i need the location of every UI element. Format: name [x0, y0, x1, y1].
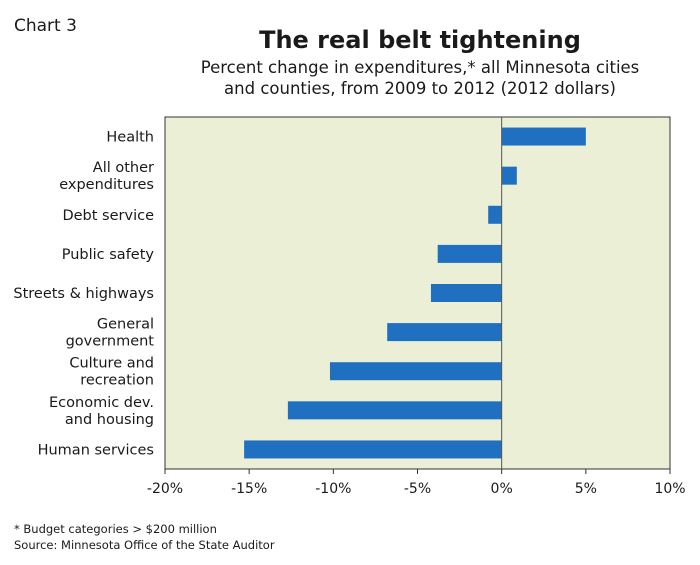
x-tick-label: -10% [315, 481, 351, 497]
category-label: Streets & highways [13, 286, 154, 302]
subtitle-line-2: and counties, from 2009 to 2012 (2012 do… [224, 79, 616, 98]
category-label: recreation [80, 373, 154, 389]
category-label: All other [93, 160, 154, 176]
footnote-budget: * Budget categories > $200 million [14, 522, 217, 536]
bar [430, 284, 502, 302]
bar [501, 166, 517, 185]
x-tick-label: -20% [147, 481, 183, 497]
chart-number: Chart 3 [14, 16, 77, 36]
x-tick-label: -5% [404, 481, 431, 497]
chart-title: The real belt tightening [259, 26, 581, 54]
category-label: General [97, 317, 154, 333]
bar [501, 127, 586, 146]
bar [244, 440, 502, 459]
category-label: Culture and [69, 356, 154, 372]
category-label: government [66, 334, 155, 350]
category-label: expenditures [59, 177, 154, 193]
x-tick-label: 10% [654, 481, 685, 497]
bar [488, 205, 502, 224]
bar [329, 362, 502, 381]
source-note: Source: Minnesota Office of the State Au… [14, 538, 275, 552]
category-label: Human services [38, 442, 154, 458]
subtitle-line-1: Percent change in expenditures,* all Min… [200, 58, 640, 77]
category-label: and housing [65, 412, 154, 428]
chart-subtitle: Percent change in expenditures,* all Min… [150, 57, 690, 99]
category-label: Health [106, 130, 154, 146]
x-tick-label: 0% [491, 481, 513, 497]
bar [437, 244, 502, 263]
x-tick-label: 5% [575, 481, 597, 497]
category-label: Public safety [62, 247, 155, 263]
footnotes: * Budget categories > $200 million Sourc… [14, 521, 275, 553]
bar [287, 401, 502, 420]
category-label: Debt service [62, 208, 154, 224]
category-label: Economic dev. [49, 395, 154, 411]
x-tick-label: -15% [231, 481, 267, 497]
bar [387, 323, 502, 342]
